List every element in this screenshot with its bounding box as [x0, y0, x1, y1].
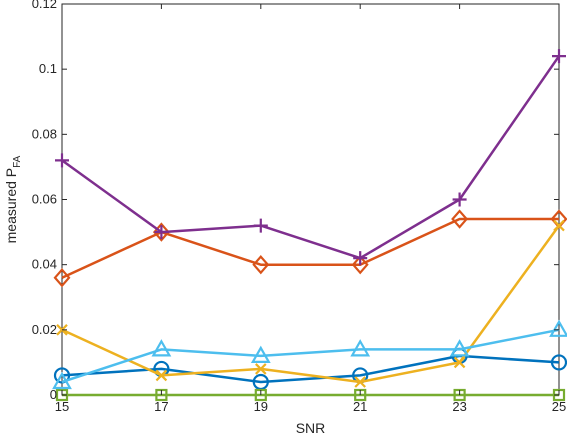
series-line: [61, 354, 560, 384]
ticks-layer: 15 17 19 21 23 25 0 0.02 0.04 0.06 0.08 0.1 0.12: [32, 0, 567, 414]
data-point-diamond: [351, 254, 369, 275]
data-point-circle: [53, 367, 71, 384]
data-point-triangle: [549, 319, 567, 337]
y-tick-label: 0: [50, 387, 57, 402]
y-tick-label: 0.08: [32, 126, 57, 141]
series-circle: [53, 347, 567, 391]
series-plus: [55, 49, 566, 266]
data-point-plus: [154, 225, 169, 240]
data-point-plus: [253, 218, 268, 233]
data-point-plus: [452, 192, 467, 207]
data-point-diamond: [451, 209, 469, 229]
y-axis-label-subscript: FA: [12, 155, 23, 168]
data-point-plus: [353, 251, 368, 266]
data-point-x: [354, 376, 366, 388]
y-tick-label: 0.06: [32, 192, 57, 207]
axes-frame: [61, 3, 560, 396]
x-tick-label: 23: [452, 399, 466, 414]
data-point-triangle: [350, 339, 371, 357]
data-point-triangle: [250, 345, 271, 363]
series-triangle: [52, 319, 567, 390]
x-tick-label: 19: [254, 399, 268, 414]
data-point-x: [255, 363, 267, 375]
data-point-diamond: [252, 254, 270, 275]
x-tick-label: 17: [154, 399, 168, 414]
y-tick-label: 0.04: [32, 257, 57, 272]
series-line: [61, 55, 561, 260]
series-layer: [52, 49, 567, 402]
plot-area: [61, 3, 560, 396]
data-point-triangle: [52, 371, 72, 390]
series-diamond: [53, 209, 567, 288]
series-line: [61, 217, 559, 279]
data-point-x: [155, 369, 168, 382]
y-tick-label: 0.12: [32, 0, 57, 11]
data-point-plus: [55, 153, 69, 168]
x-tick-label: 25: [552, 399, 566, 414]
data-point-x: [553, 219, 565, 232]
y-axis-label-main: measured P: [3, 168, 19, 243]
data-point-triangle: [449, 339, 470, 357]
series-line: [61, 328, 560, 384]
data-point-circle: [550, 354, 567, 371]
y-tick-label: 0.1: [39, 61, 57, 76]
y-tick-label: 0.02: [32, 322, 57, 337]
y-axis-label: measured PFA: [3, 155, 23, 243]
x-tick-label: 15: [55, 399, 69, 414]
x-axis-label: SNR: [296, 420, 326, 436]
series-line: [61, 224, 561, 384]
data-point-triangle: [151, 339, 172, 357]
data-point-plus: [552, 49, 566, 64]
x-tick-label: 21: [353, 399, 367, 414]
data-point-x: [453, 356, 466, 369]
data-point-diamond: [53, 268, 71, 288]
